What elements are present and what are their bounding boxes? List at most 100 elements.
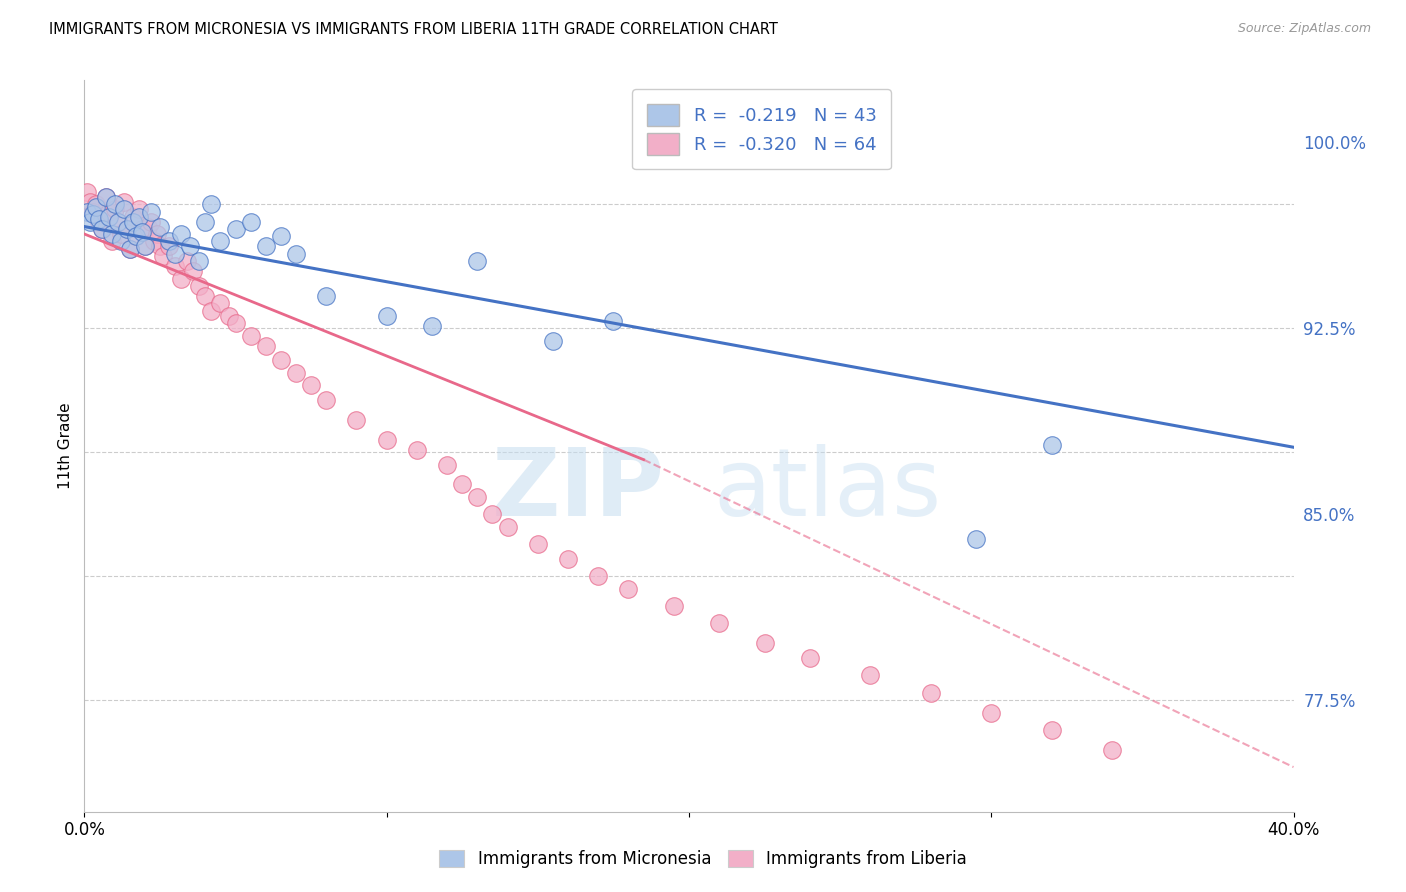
Point — [218, 309, 240, 323]
Point — [107, 214, 129, 228]
Point — [920, 686, 942, 700]
Point — [1040, 723, 1063, 737]
Point — [179, 239, 201, 253]
Point — [94, 190, 117, 204]
Point — [254, 338, 277, 352]
Point — [194, 214, 217, 228]
Point — [134, 239, 156, 253]
Point — [86, 200, 108, 214]
Point — [165, 259, 187, 273]
Point — [588, 569, 610, 583]
Point — [557, 551, 579, 566]
Point — [118, 242, 141, 256]
Point — [181, 264, 204, 278]
Point — [136, 219, 159, 234]
Point — [420, 318, 443, 333]
Point — [97, 210, 120, 224]
Point — [94, 190, 117, 204]
Point — [285, 366, 308, 380]
Point — [980, 706, 1002, 720]
Point — [125, 229, 148, 244]
Point — [82, 204, 104, 219]
Point — [299, 378, 322, 392]
Point — [107, 214, 129, 228]
Point — [270, 229, 292, 244]
Point — [481, 507, 503, 521]
Point — [239, 328, 262, 343]
Point — [121, 214, 143, 228]
Text: ZIP: ZIP — [492, 444, 665, 536]
Point — [1040, 438, 1063, 452]
Point — [89, 214, 111, 228]
Point — [115, 222, 138, 236]
Point — [118, 242, 141, 256]
Point — [125, 229, 148, 244]
Y-axis label: 11th Grade: 11th Grade — [58, 402, 73, 490]
Point — [149, 219, 172, 234]
Point — [131, 222, 153, 236]
Point — [165, 247, 187, 261]
Point — [239, 214, 262, 228]
Point — [170, 271, 193, 285]
Point — [527, 537, 550, 551]
Point — [91, 222, 114, 236]
Point — [134, 239, 156, 253]
Point — [104, 202, 127, 217]
Point — [110, 227, 132, 241]
Point — [799, 651, 821, 665]
Point — [209, 296, 232, 310]
Point — [110, 235, 132, 249]
Point — [79, 214, 101, 228]
Point — [128, 210, 150, 224]
Point — [315, 393, 337, 408]
Point — [225, 222, 247, 236]
Point — [859, 668, 882, 682]
Point — [128, 202, 150, 217]
Point — [149, 239, 172, 253]
Point — [467, 254, 489, 268]
Point — [209, 235, 232, 249]
Point — [89, 212, 111, 227]
Point — [97, 204, 120, 219]
Point — [104, 197, 127, 211]
Legend: R =  -0.219   N = 43, R =  -0.320   N = 64: R = -0.219 N = 43, R = -0.320 N = 64 — [633, 89, 891, 169]
Point — [76, 185, 98, 199]
Point — [346, 413, 368, 427]
Point — [152, 249, 174, 263]
Point — [170, 227, 193, 241]
Point — [541, 334, 564, 348]
Point — [200, 197, 222, 211]
Point — [79, 194, 101, 209]
Point — [315, 289, 337, 303]
Point — [602, 314, 624, 328]
Point — [496, 519, 519, 533]
Point — [194, 289, 217, 303]
Point — [375, 309, 398, 323]
Text: Source: ZipAtlas.com: Source: ZipAtlas.com — [1237, 22, 1371, 36]
Point — [406, 442, 429, 457]
Text: atlas: atlas — [713, 444, 942, 536]
Point — [436, 458, 458, 472]
Point — [662, 599, 685, 613]
Point — [176, 254, 198, 268]
Point — [100, 235, 122, 249]
Point — [131, 225, 153, 239]
Point — [146, 227, 169, 241]
Point — [76, 204, 98, 219]
Point — [112, 194, 135, 209]
Point — [709, 616, 731, 631]
Point — [142, 235, 165, 249]
Point — [157, 235, 180, 249]
Point — [225, 316, 247, 330]
Point — [91, 222, 114, 236]
Point — [270, 353, 292, 368]
Point — [254, 239, 277, 253]
Legend: Immigrants from Micronesia, Immigrants from Liberia: Immigrants from Micronesia, Immigrants f… — [433, 843, 973, 875]
Point — [112, 202, 135, 217]
Point — [100, 227, 122, 241]
Point — [375, 433, 398, 447]
Point — [86, 197, 108, 211]
Point — [451, 477, 474, 491]
Point — [139, 204, 162, 219]
Point — [139, 214, 162, 228]
